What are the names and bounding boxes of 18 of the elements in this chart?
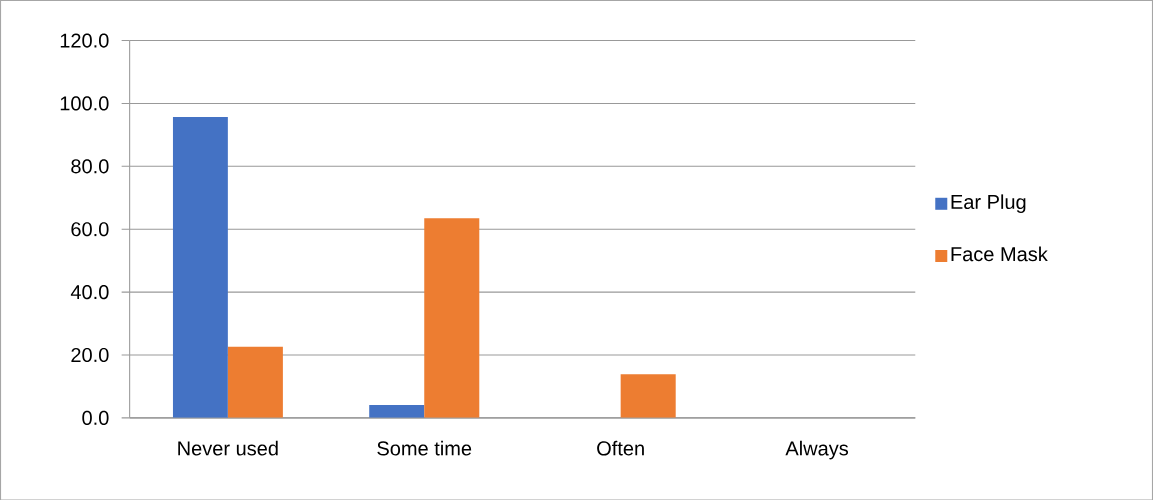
- bar: [172, 116, 228, 418]
- x-tick-label: Never used: [178, 440, 278, 456]
- y-tick-label: 100.0: [60, 96, 109, 111]
- bar: [424, 217, 480, 418]
- legend-label: Face Mask: [951, 246, 1048, 262]
- y-tick-label: 120.0: [60, 33, 109, 48]
- y-tick-label: 20.0: [71, 347, 109, 362]
- x-tick-label: Some time: [377, 440, 472, 456]
- y-tick-label: 0.0: [82, 410, 109, 425]
- y-tick-label: 40.0: [70, 284, 109, 299]
- bar: [369, 404, 425, 418]
- y-tick-label: 80.0: [71, 159, 109, 174]
- bar: [227, 346, 283, 418]
- legend-label: Ear Plug: [951, 194, 1026, 213]
- x-tick-label: Always: [785, 440, 849, 460]
- bar: [620, 373, 676, 418]
- x-tick-label: Often: [597, 440, 644, 456]
- y-tick-label: 60.0: [71, 221, 109, 237]
